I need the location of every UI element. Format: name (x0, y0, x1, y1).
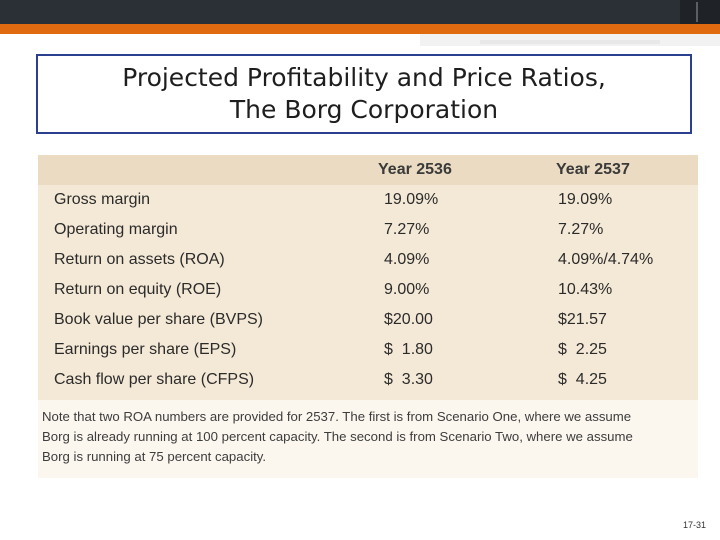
slide-title-line-2: The Borg Corporation (229, 95, 499, 124)
row-value-2537: 4.09%/4.74% (558, 251, 654, 268)
row-label: Return on equity (ROE) (54, 281, 222, 298)
row-label: Operating margin (54, 221, 178, 238)
row-label: Cash flow per share (CFPS) (54, 371, 255, 388)
row-value-2536: 19.09% (384, 191, 439, 208)
table-header-band (38, 155, 698, 185)
footnote-line-1: Note that two ROA numbers are provided f… (42, 409, 632, 424)
table-row: Cash flow per share (CFPS) $ 3.30 $ 4.25 (38, 365, 698, 395)
row-value-2537: 10.43% (558, 281, 613, 298)
row-label: Book value per share (BVPS) (54, 311, 263, 328)
accent-shadow-line (480, 40, 660, 44)
table-row: Earnings per share (EPS) $ 1.80 $ 2.25 (38, 335, 698, 365)
table-row: Return on assets (ROA) 4.09% 4.09%/4.74% (38, 245, 698, 275)
row-label: Gross margin (54, 191, 151, 208)
table-row: Gross margin 19.09% 19.09% (38, 185, 698, 215)
row-value-2537: 7.27% (558, 221, 604, 238)
top-bar (0, 0, 720, 24)
top-bar-divider (696, 2, 698, 22)
row-value-2537: $21.57 (558, 311, 607, 328)
row-value-2537: $ 2.25 (558, 341, 607, 358)
row-value-2536: 4.09% (384, 251, 430, 268)
row-label: Earnings per share (EPS) (54, 341, 237, 358)
top-bar-end (680, 0, 720, 24)
slide-title-box: Projected Profitability and Price Ratios… (36, 54, 692, 134)
table-footnote: Note that two ROA numbers are provided f… (38, 400, 698, 478)
accent-bar (0, 24, 720, 34)
row-label: Return on assets (ROA) (54, 251, 225, 268)
row-value-2536: $20.00 (384, 311, 433, 328)
col-header-2536: Year 2536 (378, 161, 452, 178)
row-value-2536: $ 1.80 (384, 341, 433, 358)
footnote-line-3: Borg is running at 75 percent capacity. (42, 449, 267, 464)
table-row: Operating margin 7.27% 7.27% (38, 215, 698, 245)
row-value-2536: 9.00% (384, 281, 430, 298)
col-header-2537: Year 2537 (556, 161, 630, 178)
table-row: Return on equity (ROE) 9.00% 10.43% (38, 275, 698, 305)
footnote-line-2: Borg is already running at 100 percent c… (42, 429, 633, 444)
row-value-2536: 7.27% (384, 221, 430, 238)
slide-title-line-1: Projected Profitability and Price Ratios… (122, 63, 606, 92)
row-value-2537: $ 4.25 (558, 371, 607, 388)
table-row: Book value per share (BVPS) $20.00 $21.5… (38, 305, 698, 335)
slide-number: 17-31 (682, 520, 706, 530)
ratios-table: Year 2536 Year 2537 Gross margin 19.09% … (38, 155, 698, 400)
row-value-2536: $ 3.30 (384, 371, 433, 388)
row-value-2537: 19.09% (558, 191, 613, 208)
